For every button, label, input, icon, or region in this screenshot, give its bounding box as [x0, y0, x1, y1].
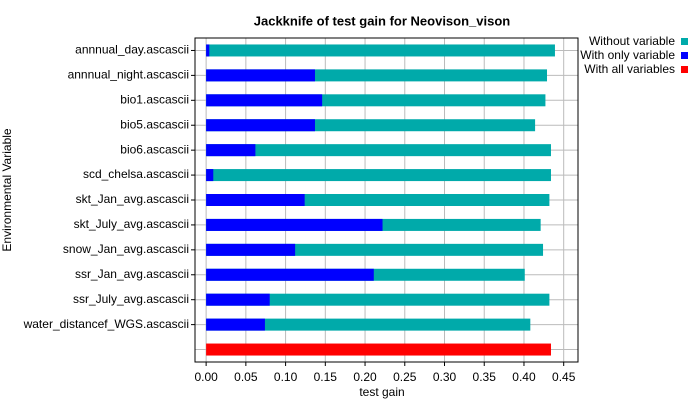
legend-swatch [681, 66, 688, 73]
bar [206, 343, 551, 356]
y-tick-label: skt_Jan_avg.ascascii [76, 192, 189, 206]
legend-label: With only variable [580, 48, 675, 62]
x-tick-label: 0.00 [194, 370, 218, 384]
bar [206, 318, 531, 331]
bar [206, 318, 265, 331]
legend-label: With all variables [584, 62, 675, 76]
x-tick-label: 0.25 [393, 370, 417, 384]
bar [206, 268, 374, 281]
bar [206, 69, 315, 82]
y-tick-label: annnual_night.ascascii [68, 68, 189, 82]
bar [206, 144, 551, 157]
y-tick-label: bio5.ascascii [120, 117, 189, 131]
y-tick-label: snow_Jan_avg.ascascii [63, 242, 189, 256]
x-tick-label: 0.35 [473, 370, 497, 384]
x-tick-label: 0.40 [512, 370, 536, 384]
legend-swatch [681, 52, 688, 59]
y-tick-label: scd_chelsa.ascascii [83, 167, 189, 181]
y-tick-label: ssr_Jan_avg.ascascii [75, 267, 189, 281]
bar [206, 293, 550, 306]
bar [206, 44, 210, 57]
bar [206, 94, 323, 107]
bar [206, 194, 305, 206]
y-tick-label: water_distancef_WGS.ascascii [23, 317, 189, 331]
x-tick-label: 0.15 [314, 370, 338, 384]
x-tick-label: 0.10 [274, 370, 298, 384]
legend-label: Without variable [589, 34, 675, 48]
y-tick-label: bio1.ascascii [120, 92, 189, 106]
bar [206, 169, 214, 182]
x-tick-label: 0.05 [234, 370, 258, 384]
plot-border [194, 37, 579, 363]
x-tick-label: 0.45 [552, 370, 576, 384]
y-axis-label: Environmental Variable [0, 128, 14, 252]
bar [206, 243, 296, 256]
x-tick-label: 0.30 [433, 370, 457, 384]
bar [206, 293, 270, 306]
chart-title: Jackknife of test gain for Neovison_viso… [254, 13, 511, 28]
bar [206, 218, 383, 231]
bar [206, 144, 256, 157]
x-tick-label: 0.20 [353, 370, 377, 384]
y-tick-label: annnual_day.ascascii [75, 43, 189, 57]
bar [206, 169, 551, 182]
bar [206, 119, 315, 132]
y-tick-label: ssr_July_avg.ascascii [73, 292, 189, 306]
y-tick-label: skt_July_avg.ascascii [74, 217, 189, 231]
x-axis-label: test gain [359, 385, 404, 399]
y-tick-label: bio6.ascascii [120, 142, 189, 156]
bar [206, 44, 555, 57]
legend-swatch [681, 38, 688, 45]
